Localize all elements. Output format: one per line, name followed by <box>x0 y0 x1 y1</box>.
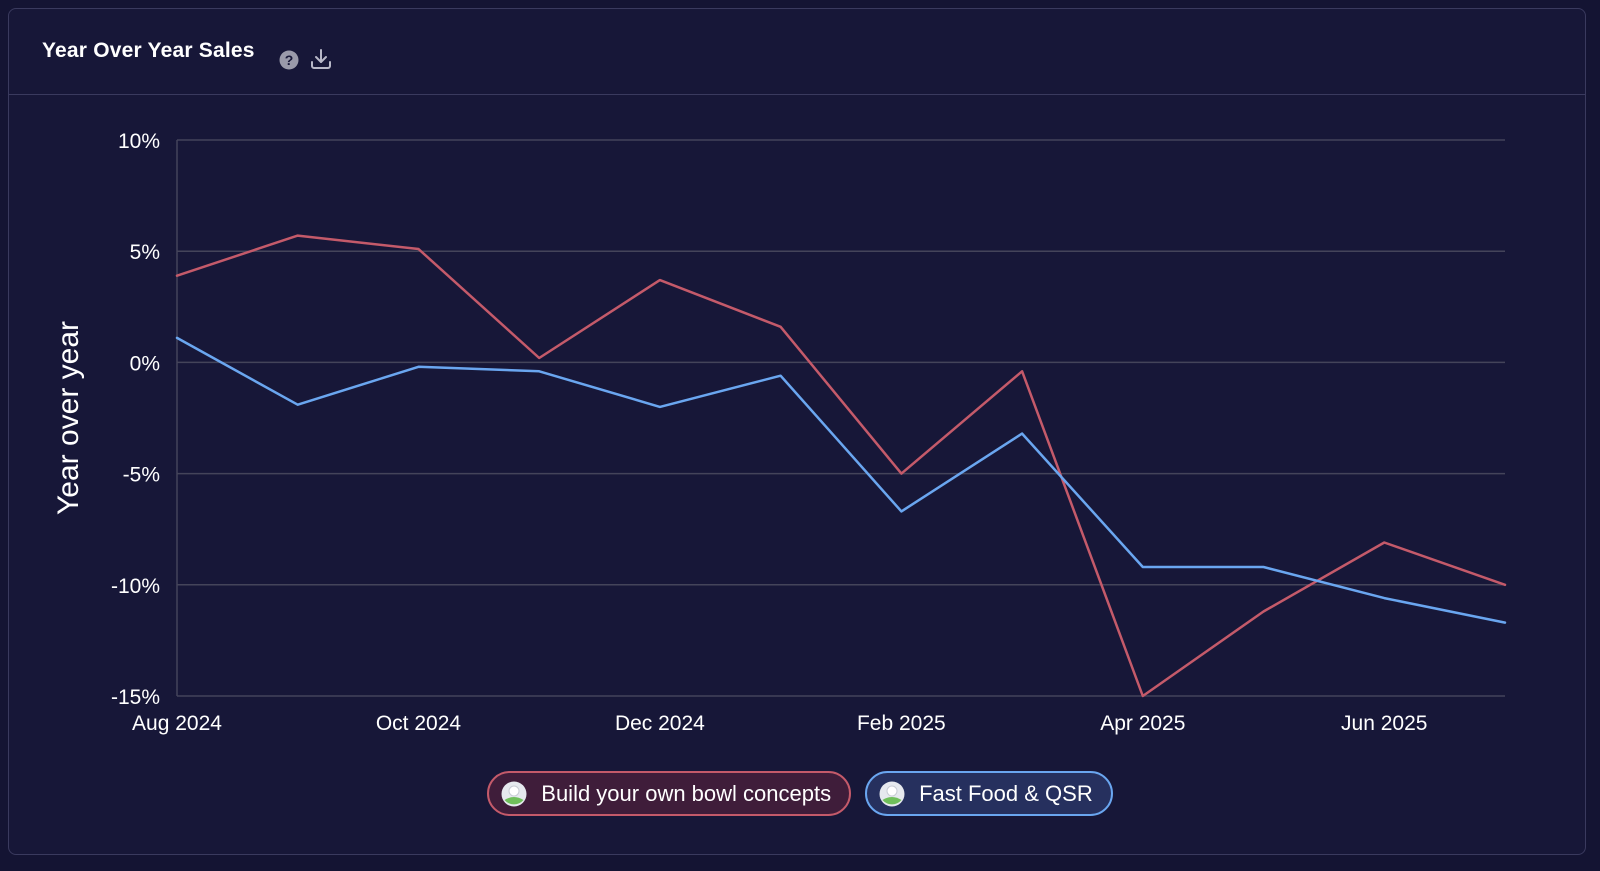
x-tick-label: Apr 2025 <box>1100 712 1185 735</box>
question-circle-icon[interactable]: ? <box>279 50 299 70</box>
y-axis-ticks: 10% 5% 0% -5% -10% -15% <box>111 130 160 709</box>
panel-header: Year Over Year Sales ? <box>9 9 1585 95</box>
grid-lines <box>176 139 1505 697</box>
x-axis-ticks: Aug 2024 Oct 2024 Dec 2024 Feb 2025 Apr 2025… <box>132 712 1427 735</box>
y-tick-label: -15% <box>111 686 160 709</box>
image-placeholder-icon <box>501 781 527 806</box>
chart-panel: Year Over Year Sales ? <box>8 8 1586 855</box>
y-tick-label: -5% <box>123 464 160 487</box>
series-line-0[interactable] <box>175 234 1507 698</box>
legend-label: Build your own bowl concepts <box>541 780 832 806</box>
x-tick-label: Oct 2024 <box>376 712 462 735</box>
legend-item-fast-food-qsr[interactable]: Fast Food & QSR <box>865 771 1113 816</box>
chart-title: Year Over Year Sales <box>42 39 255 62</box>
x-tick-label: Dec 2024 <box>615 712 705 735</box>
series-line-1[interactable] <box>175 336 1507 624</box>
y-axis-label: Year over year <box>52 321 85 515</box>
series-lines <box>175 234 1507 698</box>
y-tick-label: -10% <box>111 575 160 598</box>
download-icon[interactable] <box>309 47 333 71</box>
image-placeholder-icon <box>879 781 905 806</box>
y-tick-label: 0% <box>130 352 160 375</box>
y-tick-label: 10% <box>118 130 160 153</box>
legend: Build your own bowl concepts Fast Food &… <box>0 771 1600 816</box>
svg-text:?: ? <box>285 52 294 68</box>
y-tick-label: 5% <box>130 241 160 264</box>
legend-label: Fast Food & QSR <box>919 780 1093 806</box>
legend-item-build-your-own-bowl[interactable]: Build your own bowl concepts <box>487 771 852 816</box>
x-tick-label: Jun 2025 <box>1341 712 1427 735</box>
x-tick-label: Feb 2025 <box>857 712 946 735</box>
x-tick-label: Aug 2024 <box>132 712 222 735</box>
